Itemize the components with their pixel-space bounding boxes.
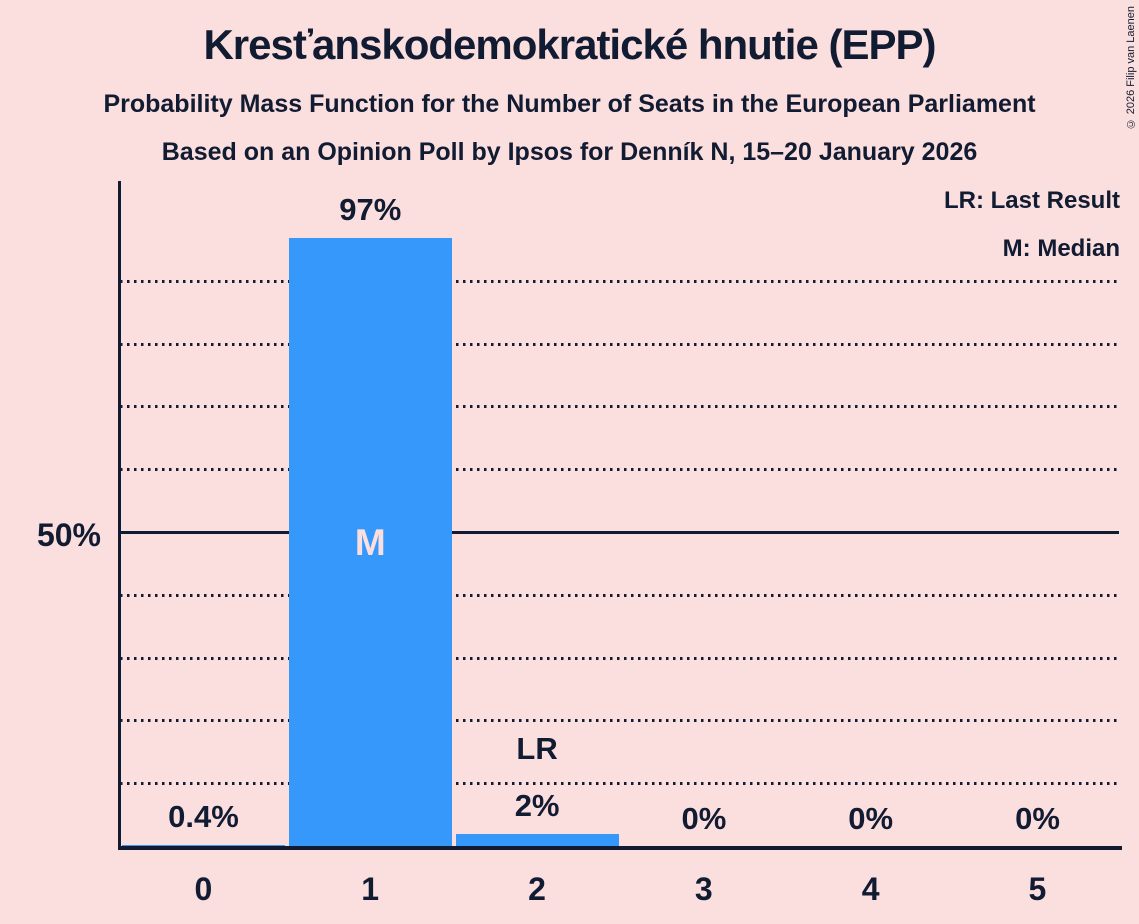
chart-subtitle: Probability Mass Function for the Number… <box>103 90 1036 118</box>
y-axis-tick-label-50pct: 50% <box>36 517 101 553</box>
bar-value-label-2: 2% <box>514 788 560 824</box>
gridline-10pct <box>120 782 1117 786</box>
x-tick-label-0: 0 <box>194 871 213 907</box>
gridline-50pct-solid <box>120 531 1119 534</box>
bar-0 <box>122 844 285 847</box>
x-tick-label-3: 3 <box>694 871 713 907</box>
x-tick-label-4: 4 <box>861 871 880 907</box>
x-tick-label-1: 1 <box>361 871 380 907</box>
bar-value-label-3: 0% <box>681 801 727 836</box>
gridline-30pct <box>120 656 1117 660</box>
bar-value-label-1: 97% <box>339 191 402 227</box>
x-axis-tick-labels: 0 1 2 3 4 5 <box>120 871 1121 907</box>
x-tick-label-2: 2 <box>528 871 546 907</box>
chart-title: Kresťanskodemokratické hnutie (EPP) <box>203 21 936 68</box>
last-result-marker: LR <box>516 731 558 767</box>
chart-source-subtitle: Based on an Opinion Poll by Ipsos for De… <box>161 138 978 166</box>
bar-2 <box>455 834 619 847</box>
legend-last-result: LR: Last Result <box>943 187 1120 214</box>
gridline-40pct <box>120 593 1117 597</box>
gridline-70pct <box>120 405 1117 409</box>
y-axis-line <box>118 181 121 850</box>
bar-1 <box>288 237 452 847</box>
median-marker: M <box>354 522 386 564</box>
x-tick-label-5: 5 <box>1028 871 1047 907</box>
gridline-60pct <box>120 468 1117 472</box>
gridline-20pct <box>120 719 1117 723</box>
gridline-90pct <box>120 279 1117 283</box>
bar-value-label-5: 0% <box>1015 801 1060 836</box>
x-axis-line <box>118 846 1122 850</box>
bar-value-label-4: 0% <box>848 801 894 836</box>
plot-area: 0.4% M 97% 2% LR 0% 0% 0% <box>120 182 1121 847</box>
gridline-80pct <box>120 342 1117 346</box>
legend-median: M: Median <box>1002 235 1120 262</box>
copyright-text: © 2026 Filip van Laenen <box>1125 6 1137 130</box>
bar-value-label-0: 0.4% <box>168 798 239 834</box>
